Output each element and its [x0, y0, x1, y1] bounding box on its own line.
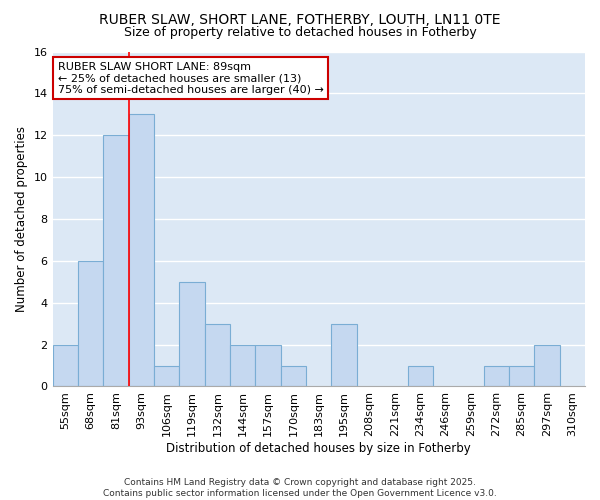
Bar	[534, 344, 560, 387]
X-axis label: Distribution of detached houses by size in Fotherby: Distribution of detached houses by size …	[166, 442, 471, 455]
Bar	[154, 366, 179, 386]
Bar	[53, 344, 78, 387]
Y-axis label: Number of detached properties: Number of detached properties	[15, 126, 28, 312]
Bar	[509, 366, 534, 386]
Bar	[205, 324, 230, 386]
Text: RUBER SLAW, SHORT LANE, FOTHERBY, LOUTH, LN11 0TE: RUBER SLAW, SHORT LANE, FOTHERBY, LOUTH,…	[99, 12, 501, 26]
Bar	[331, 324, 357, 386]
Text: Contains HM Land Registry data © Crown copyright and database right 2025.
Contai: Contains HM Land Registry data © Crown c…	[103, 478, 497, 498]
Bar	[256, 344, 281, 387]
Bar	[484, 366, 509, 386]
Bar	[281, 366, 306, 386]
Text: Size of property relative to detached houses in Fotherby: Size of property relative to detached ho…	[124, 26, 476, 39]
Bar	[179, 282, 205, 387]
Bar	[78, 261, 103, 386]
Bar	[103, 135, 128, 386]
Text: RUBER SLAW SHORT LANE: 89sqm
← 25% of detached houses are smaller (13)
75% of se: RUBER SLAW SHORT LANE: 89sqm ← 25% of de…	[58, 62, 324, 94]
Bar	[407, 366, 433, 386]
Bar	[230, 344, 256, 387]
Bar	[128, 114, 154, 386]
